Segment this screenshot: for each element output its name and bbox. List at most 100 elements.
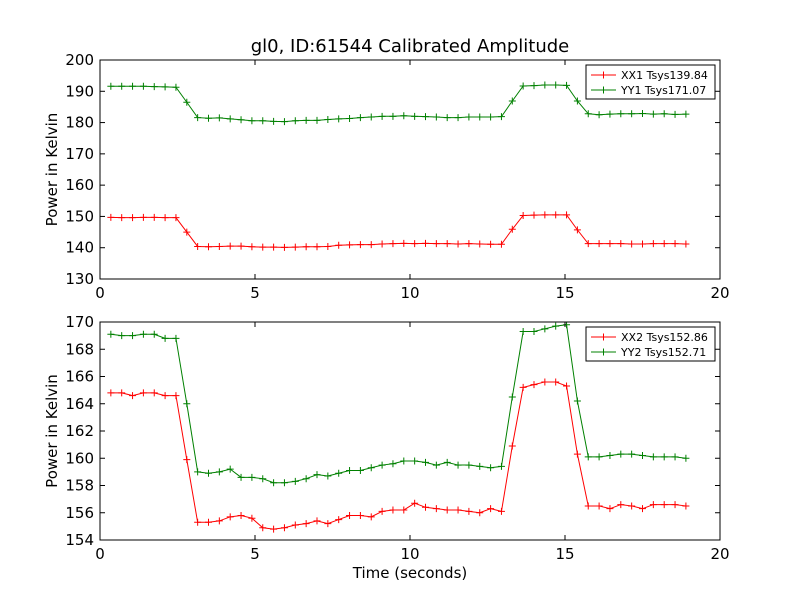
data-point-xx1 [248,243,256,251]
data-point-yy1 [172,83,180,91]
data-point-xx2 [324,520,332,528]
data-point-yy2 [161,334,169,342]
data-point-yy2 [205,469,212,477]
data-point-xx1 [205,243,212,251]
data-point-yy2 [324,472,332,480]
data-point-yy2 [671,453,679,461]
x-axis-label: Time (seconds) [352,564,468,582]
data-point-xx2 [280,524,288,532]
data-point-xx1 [660,240,668,248]
data-point-yy2 [541,325,549,333]
data-point-xx1 [649,240,657,248]
y-tick-label: 170 [65,145,94,163]
data-point-yy1 [465,113,473,121]
data-point-xx2 [465,507,473,515]
data-point-xx2 [617,501,625,509]
data-point-yy2 [476,462,484,470]
data-point-xx1 [584,240,592,248]
y-tick-label: 166 [65,368,94,386]
data-point-yy2 [118,332,126,340]
data-point-yy2 [411,457,419,465]
y-tick-label: 156 [65,504,94,522]
data-point-xx1 [346,241,354,249]
data-point-xx2 [248,514,256,522]
x-tick-label: 20 [710,545,729,563]
data-point-yy2 [497,462,505,470]
data-point-xx2 [649,501,657,509]
data-point-yy1 [400,112,408,120]
plot-data [107,81,690,251]
data-point-yy1 [139,82,147,90]
data-point-yy2 [530,328,538,336]
data-point-yy2 [465,461,473,469]
data-point-yy1 [150,83,158,91]
x-tick-label: 20 [710,284,729,302]
data-point-yy2 [660,453,668,461]
y-tick-label: 170 [65,313,94,331]
data-point-yy2 [378,461,386,469]
plot-top: 0 5 10 15 20 130 140 150 160 170 180 190 200 Power in… [43,51,730,302]
data-point-yy1 [649,110,657,118]
y-axis-label: Power in Kelvin [43,374,61,488]
data-point-xx1 [682,240,690,248]
y-tick-label: 200 [65,51,94,69]
legend-label-xx2: XX2 Tsys152.86 [621,331,708,344]
data-point-xx1 [259,243,267,251]
data-point-xx2 [237,511,245,519]
data-point-yy2 [248,473,256,481]
data-point-yy1 [118,82,126,90]
data-point-xx1 [291,243,299,251]
data-point-yy2 [150,330,158,338]
legend-label-yy2: YY2 Tsys152.71 [620,346,706,359]
data-point-xx2 [563,382,571,390]
data-point-xx1 [139,213,147,221]
data-point-xx2 [226,513,234,521]
data-point-xx2 [389,506,397,514]
data-point-xx1 [150,213,158,221]
data-point-xx2 [443,506,451,514]
data-point-xx1 [400,239,408,247]
data-point-yy1 [324,115,332,123]
data-point-yy1 [530,82,538,90]
data-point-xx2 [161,392,169,400]
data-point-xx2 [432,505,440,513]
data-point-yy1 [107,82,115,90]
data-point-yy1 [270,117,278,125]
data-point-xx1 [129,214,137,222]
data-point-xx2 [487,505,495,513]
data-point-xx1 [422,239,429,247]
data-point-xx2 [519,383,527,391]
data-point-yy1 [519,82,527,90]
data-point-xx2 [291,521,299,529]
data-point-xx2 [595,502,603,510]
data-point-yy1 [573,97,581,105]
data-point-xx2 [215,517,223,525]
y-tick-label: 162 [65,422,94,440]
data-point-yy2 [129,332,137,340]
x-tick-label: 10 [400,545,419,563]
data-point-xx1 [671,240,679,248]
data-point-xx1 [280,243,288,251]
data-point-yy2 [280,479,288,487]
data-point-yy2 [335,469,343,477]
data-point-xx1 [573,226,581,234]
data-point-yy2 [454,461,462,469]
data-point-yy1 [411,112,419,120]
data-point-yy1 [639,109,646,117]
legend-box [585,326,716,362]
data-point-yy1 [476,113,484,121]
data-point-xx2 [476,509,484,517]
data-point-yy1 [660,110,668,118]
data-point-yy1 [183,98,191,106]
data-point-yy1 [378,112,386,120]
data-point-yy2 [422,458,429,466]
data-point-yy1 [563,81,571,89]
data-point-xx1 [606,240,614,248]
data-point-xx2 [628,502,636,510]
data-point-xx1 [476,240,484,248]
data-point-yy1 [595,111,603,119]
legend-marker-xx2 [600,333,607,341]
data-point-yy2 [107,330,115,338]
y-tick-label: 140 [65,239,94,257]
data-point-xx2 [660,501,668,509]
